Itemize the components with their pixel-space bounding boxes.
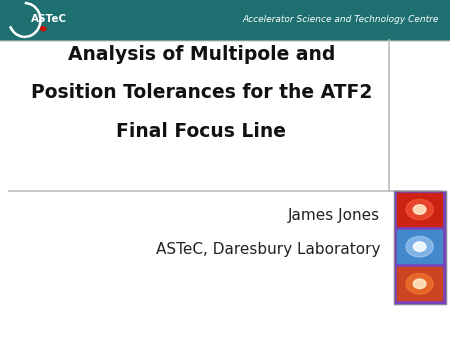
Text: Analysis of Multipole and: Analysis of Multipole and (68, 45, 335, 64)
Text: Accelerator Science and Technology Centre: Accelerator Science and Technology Centr… (243, 16, 439, 24)
Text: James Jones: James Jones (288, 208, 380, 223)
Bar (397, 230, 442, 263)
Text: ASTeC, Daresbury Laboratory: ASTeC, Daresbury Laboratory (156, 242, 380, 257)
Bar (397, 267, 442, 300)
Text: Final Focus Line: Final Focus Line (117, 122, 286, 141)
Bar (397, 193, 442, 226)
Circle shape (406, 236, 433, 257)
Bar (394, 191, 446, 304)
Circle shape (413, 205, 426, 214)
Text: ASTeC: ASTeC (31, 14, 67, 24)
Circle shape (413, 242, 426, 251)
Circle shape (413, 279, 426, 289)
Bar (394, 191, 446, 304)
Circle shape (406, 273, 433, 294)
Circle shape (40, 27, 46, 31)
Circle shape (406, 199, 433, 220)
Text: Position Tolerances for the ATF2: Position Tolerances for the ATF2 (31, 83, 372, 102)
Bar (0, 0, 450, 40)
